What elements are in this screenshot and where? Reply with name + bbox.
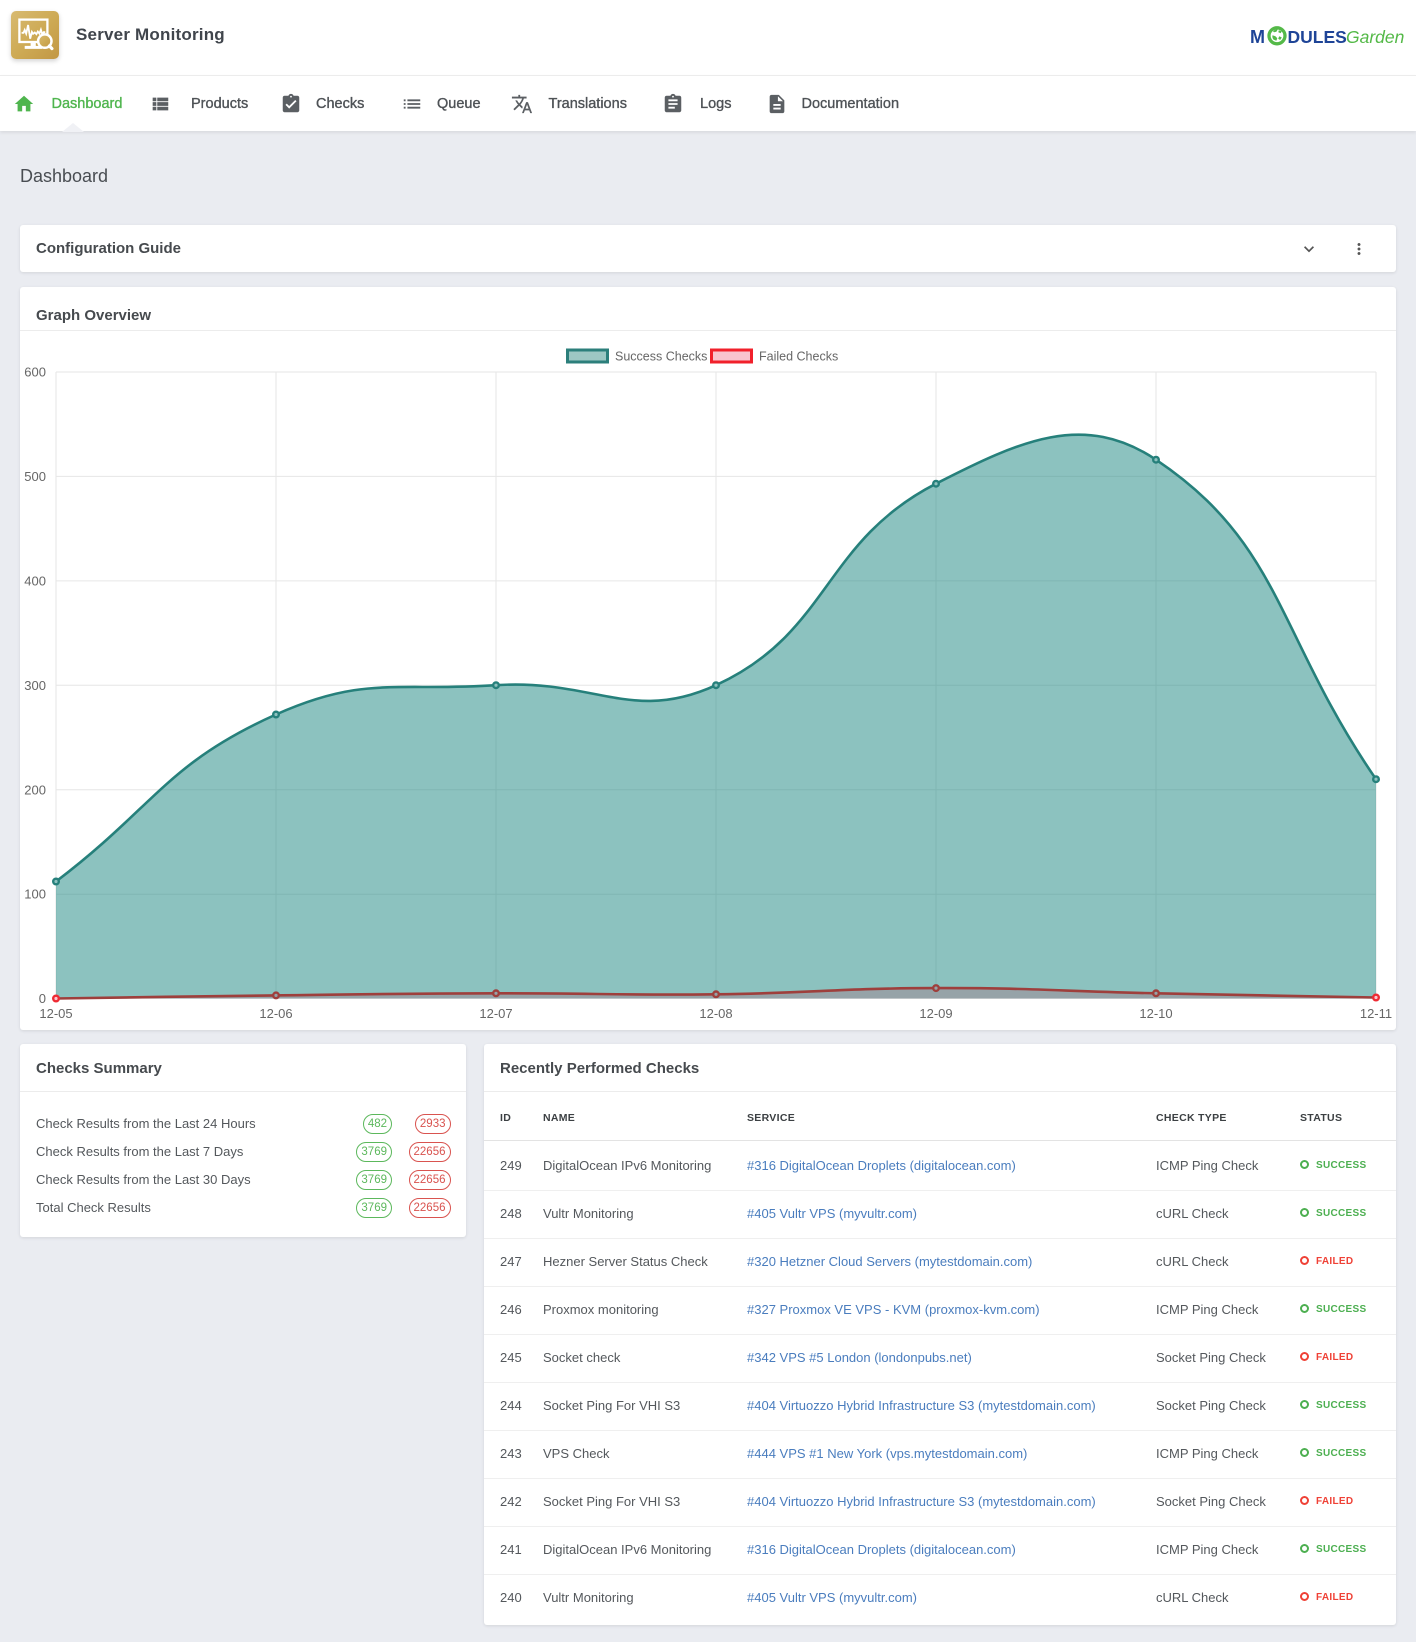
svg-text:400: 400 xyxy=(24,573,46,588)
svg-text:200: 200 xyxy=(24,782,46,797)
svg-text:12-09: 12-09 xyxy=(919,1006,952,1021)
svg-text:Garden: Garden xyxy=(1346,27,1404,47)
svg-text:12-07: 12-07 xyxy=(479,1006,512,1021)
svg-text:M: M xyxy=(1250,27,1265,47)
svg-text:Success Checks: Success Checks xyxy=(615,350,707,364)
svg-text:300: 300 xyxy=(24,678,46,693)
svg-text:12-11: 12-11 xyxy=(1360,1006,1392,1021)
svg-text:600: 600 xyxy=(24,365,46,380)
svg-text:12-10: 12-10 xyxy=(1139,1006,1172,1021)
svg-text:12-06: 12-06 xyxy=(259,1006,292,1021)
svg-text:0: 0 xyxy=(39,991,46,1006)
svg-text:100: 100 xyxy=(24,887,46,902)
svg-text:12-05: 12-05 xyxy=(39,1006,72,1021)
svg-text:DULES: DULES xyxy=(1288,27,1347,47)
svg-text:500: 500 xyxy=(24,469,46,484)
svg-text:12-08: 12-08 xyxy=(699,1006,732,1021)
svg-text:Failed Checks: Failed Checks xyxy=(759,350,838,364)
